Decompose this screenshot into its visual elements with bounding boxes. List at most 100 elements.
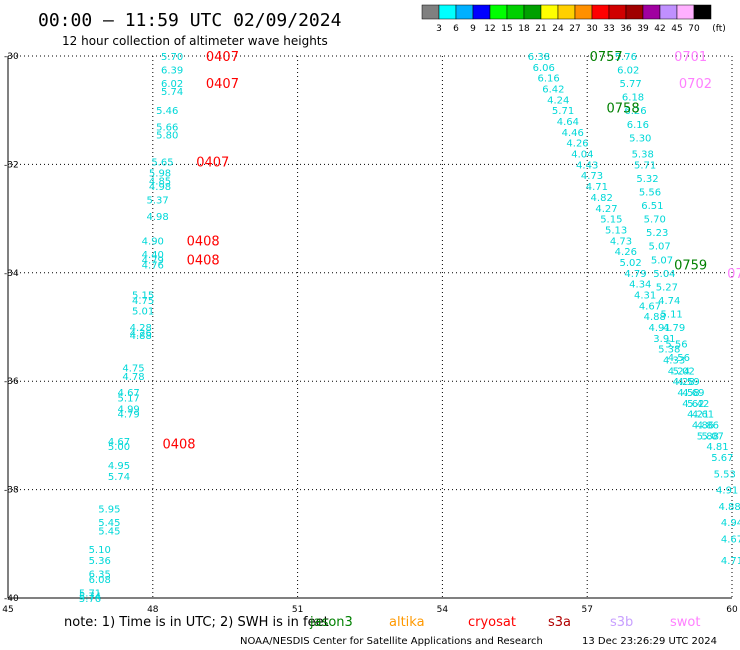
- pass-time-label: 0408: [187, 234, 220, 249]
- wave-height-label: 4.28: [130, 323, 152, 334]
- wave-height-label: 4.73: [581, 171, 603, 182]
- colorbar-tick-label: 27: [569, 24, 580, 34]
- wave-height-label: 4.85: [149, 177, 171, 188]
- pass-time-label: 0408: [162, 438, 195, 453]
- colorbar-swatch: [472, 4, 491, 20]
- wave-height-label: 4.43: [576, 160, 598, 171]
- colorbar-tick-label: 12: [484, 24, 495, 34]
- satellite-legend-item: jason3: [309, 615, 353, 630]
- wave-height-label: 5.53: [714, 469, 736, 480]
- pass-time-label: 0407: [196, 156, 229, 171]
- wave-height-label: 5.17: [118, 393, 140, 404]
- wave-height-label: 4.71: [721, 556, 740, 567]
- wave-height-label: 4.74: [658, 296, 680, 307]
- wave-height-label: 4.75: [122, 364, 144, 375]
- colorbar-swatch: [557, 4, 576, 20]
- pass-time-label: 0703: [727, 267, 740, 282]
- wave-height-label: 5.13: [605, 225, 627, 236]
- wave-height-label: 5.38: [658, 345, 680, 356]
- colorbar-tick-label: 24: [552, 24, 564, 34]
- wave-height-label: 4.40: [142, 250, 164, 261]
- wave-height-label: 5.65: [151, 158, 173, 169]
- wave-height-label: 6.26: [624, 106, 646, 117]
- wave-height-label: 5.15: [600, 215, 622, 226]
- colorbar-swatch: [506, 4, 525, 20]
- wave-height-label: 4.62: [682, 399, 704, 410]
- wave-height-label: 5.88: [697, 431, 719, 442]
- colorbar-tick-label: 6: [453, 24, 459, 34]
- wave-height-label: 5.36: [89, 556, 111, 567]
- pass-time-label: 0758: [607, 101, 640, 116]
- colorbar-tick-label: 42: [654, 24, 665, 34]
- wave-height-label: 4.91: [648, 323, 670, 334]
- colorbar-swatch: [438, 4, 457, 20]
- wave-height-label: 4.26: [130, 328, 152, 339]
- wave-height-label: 5.77: [620, 79, 642, 90]
- wave-height-label: 4.21: [687, 410, 709, 421]
- pass-time-label: 0701: [674, 50, 707, 65]
- wave-height-label: 4.04: [571, 150, 593, 161]
- wave-height-label: 5.38: [632, 150, 654, 161]
- y-tick-label: -30: [4, 52, 19, 62]
- wave-height-label: 5.45: [98, 526, 120, 537]
- colorbar-swatch: [693, 4, 712, 20]
- satellite-legend-item: altika: [389, 615, 425, 630]
- wave-height-label: 5.70: [644, 215, 666, 226]
- wave-height-label: 6.51: [641, 201, 663, 212]
- wave-height-label: 6.02: [161, 79, 183, 90]
- wave-height-label: 5.74: [161, 87, 183, 98]
- y-tick-label: -38: [4, 486, 19, 496]
- wave-height-label: 6.39: [161, 66, 183, 77]
- colorbar-swatch: [421, 4, 440, 20]
- pass-time-label: 0702: [679, 77, 712, 92]
- wave-height-label: 5.02: [620, 258, 642, 269]
- wave-height-label: 4.67: [118, 388, 140, 399]
- satellite-legend-item: s3a: [548, 615, 571, 630]
- wave-height-label: 5.71: [634, 160, 656, 171]
- wave-height-label: 4.24: [668, 366, 690, 377]
- wave-height-label: 5.74: [108, 472, 130, 483]
- colorbar-tick-label: 21: [535, 24, 546, 34]
- wave-height-label: 4.67: [639, 301, 661, 312]
- colorbar-swatch: [676, 4, 695, 20]
- wave-height-label: 4.61: [692, 410, 714, 421]
- wave-height-label: 6.38: [528, 52, 550, 63]
- wave-height-label: 4.31: [634, 290, 656, 301]
- wave-height-label: 5.15: [132, 290, 154, 301]
- wave-height-label: 4.28: [673, 377, 695, 388]
- wave-height-label: 5.42: [687, 399, 709, 410]
- colorbar-unit: (ft): [712, 24, 726, 34]
- wave-height-label: 4.98: [149, 182, 171, 193]
- wave-height-label: 4.94: [721, 518, 740, 529]
- colorbar-swatch: [625, 4, 644, 20]
- wave-height-label: 4.81: [706, 442, 728, 453]
- wave-height-label: 5.45: [98, 518, 120, 529]
- wave-height-label: 4.82: [591, 193, 613, 204]
- wave-height-label: 4.79: [118, 410, 140, 421]
- colorbar-tick-label: 70: [688, 24, 700, 34]
- pass-time-label: 0757: [590, 50, 623, 65]
- wave-height-label: 5.02: [673, 366, 695, 377]
- wave-height-label: 4.78: [122, 372, 144, 383]
- wave-height-label: 4.24: [547, 95, 569, 106]
- satellite-legend: jason3 altika cryosat s3a s3b swot: [309, 615, 700, 630]
- colorbar-tick-label: 3: [436, 24, 442, 34]
- wave-height-label: 4.86: [692, 421, 714, 432]
- wave-height-label: 5.74: [79, 591, 101, 602]
- wave-height-label: 5.07: [648, 242, 670, 253]
- wave-height-label: 4.67: [721, 534, 740, 545]
- wave-height-label: 6.02: [617, 66, 639, 77]
- wave-height-label: 4.76: [142, 261, 164, 272]
- wave-height-label: 4.79: [624, 269, 646, 280]
- wave-height-label: 4.91: [716, 486, 738, 497]
- wave-height-label: 6.16: [537, 74, 559, 85]
- colorbar-tick-label: 30: [586, 24, 598, 34]
- pass-time-label: 0407: [206, 77, 239, 92]
- wave-height-label: 5.56: [639, 188, 661, 199]
- plot-area: 45 48 51 54 57 60 -30 -32 -34 -36 -38 -40 5.70 6.39 6.…: [2, 50, 740, 615]
- wave-height-label: 5.11: [661, 309, 683, 320]
- colorbar-swatch: [574, 4, 593, 20]
- wave-height-label: 5.10: [89, 545, 111, 556]
- wave-height-label: 5.95: [98, 505, 120, 516]
- wave-height-label: 4.90: [142, 236, 164, 247]
